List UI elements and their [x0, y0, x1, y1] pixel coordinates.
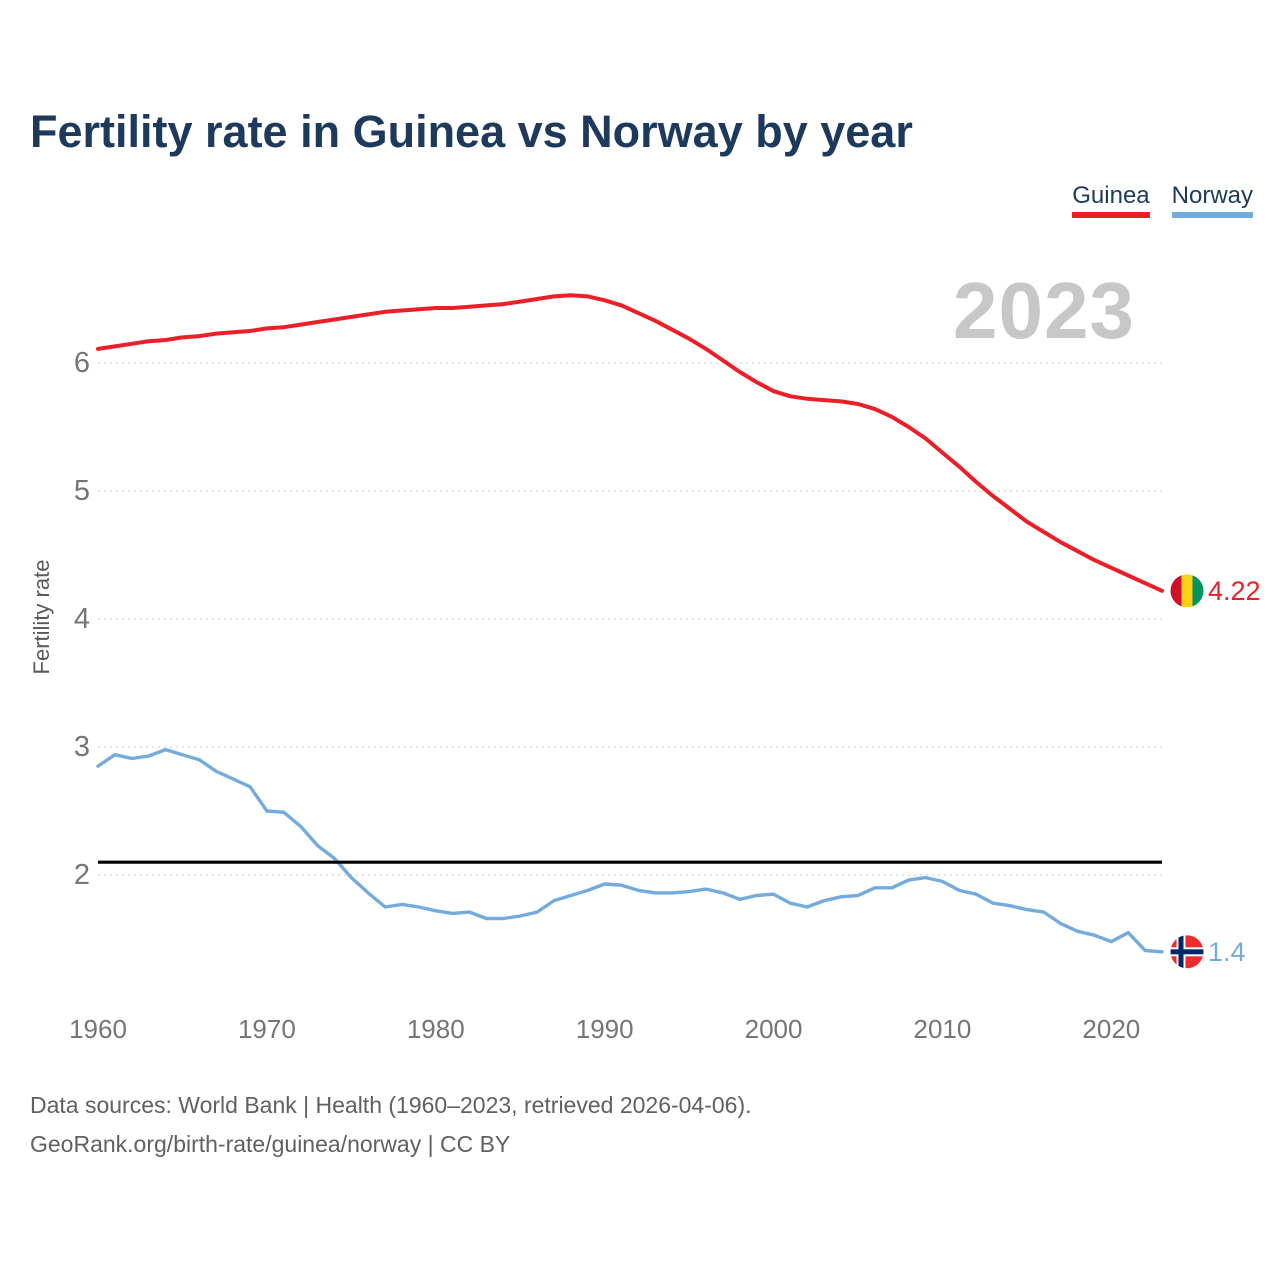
- x-tick-label: 1990: [575, 1014, 634, 1044]
- y-tick-label: 4: [73, 603, 90, 635]
- x-tick-label: 2010: [913, 1014, 972, 1044]
- guinea-end-value-label: 4.22: [1208, 575, 1261, 606]
- footer-line-1: Data sources: World Bank | Health (1960–…: [30, 1092, 752, 1118]
- x-tick-label: 1960: [69, 1014, 127, 1044]
- year-watermark: 2023: [953, 266, 1135, 355]
- x-tick-label: 2000: [744, 1014, 803, 1044]
- y-tick-label: 6: [73, 347, 90, 379]
- norway-flag-icon: [1170, 935, 1204, 969]
- guinea-flag-icon: [1170, 574, 1204, 608]
- footer-line-2: GeoRank.org/birth-rate/guinea/norway | C…: [30, 1131, 511, 1157]
- y-tick-label: 3: [73, 731, 90, 763]
- legend: Guinea Norway: [1072, 183, 1253, 218]
- x-tick-label: 2020: [1082, 1014, 1141, 1044]
- legend-item-norway[interactable]: Norway: [1171, 183, 1253, 218]
- x-tick-label: 1970: [237, 1014, 296, 1044]
- y-tick-label: 2: [73, 859, 90, 891]
- footer-attribution: Data sources: World Bank | Health (1960–…: [30, 1086, 752, 1164]
- x-tick-label: 1980: [406, 1014, 465, 1044]
- legend-item-guinea[interactable]: Guinea: [1072, 183, 1150, 218]
- series-lines: [96, 293, 1164, 954]
- page-title: Fertility rate in Guinea vs Norway by ye…: [30, 106, 913, 157]
- y-tick-label: 5: [73, 475, 90, 507]
- series-line-guinea: [96, 293, 1164, 593]
- series-line-norway: [96, 747, 1164, 954]
- norway-end-value-label: 1.4: [1208, 936, 1246, 967]
